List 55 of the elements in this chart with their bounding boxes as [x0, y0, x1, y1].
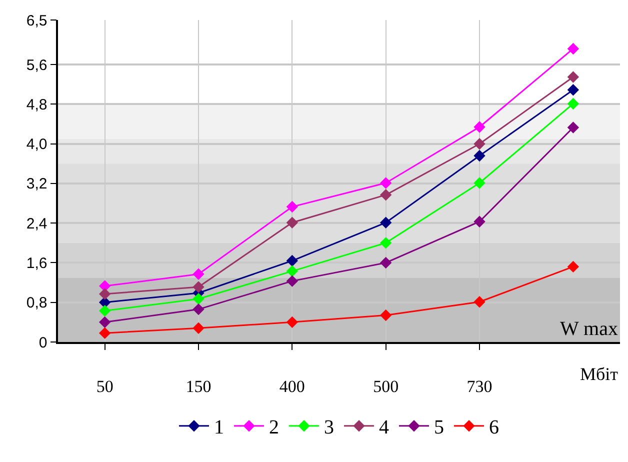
point [380, 216, 392, 228]
x-axis-title: Мбіт [580, 364, 618, 384]
point [98, 304, 111, 317]
x-tick-label: 730 [466, 377, 492, 396]
point [380, 256, 392, 269]
legend-label: 6 [489, 416, 499, 439]
y-tick-label: 4,0 [26, 136, 48, 154]
point [192, 322, 204, 334]
y-tick-label: 4,8 [26, 96, 48, 114]
y-tick-label: 1,6 [26, 254, 48, 272]
y-tick-label: 0 [38, 334, 48, 352]
x-tick-label: 400 [279, 377, 305, 396]
point [192, 281, 204, 293]
legend-label: 3 [324, 416, 334, 439]
legend-label: 1 [214, 416, 224, 439]
legend-label: 4 [379, 416, 389, 439]
point [98, 327, 111, 339]
point [380, 309, 392, 322]
point [567, 42, 580, 55]
point [567, 98, 580, 110]
point [98, 288, 111, 300]
point [567, 84, 580, 96]
point [380, 189, 392, 201]
point [474, 296, 486, 308]
y-tick-label: 6,5 [26, 12, 48, 30]
point [286, 216, 298, 228]
point [380, 237, 392, 249]
point [98, 316, 111, 328]
point [192, 268, 204, 280]
y-tick-label: 2,4 [26, 215, 48, 232]
point [567, 71, 580, 83]
point [286, 254, 298, 267]
point [474, 216, 486, 228]
point [474, 150, 486, 162]
point [286, 275, 298, 287]
x-tick-label: 50 [96, 377, 114, 396]
y-tick-label: 0,8 [26, 294, 48, 312]
x-tick-label: 150 [186, 377, 212, 396]
legend-label: 5 [434, 416, 444, 439]
y-tick-label: 3,2 [26, 176, 48, 193]
y-tick-label: 5,6 [26, 56, 48, 74]
point [474, 138, 486, 150]
band-label: W max [560, 318, 618, 340]
legend-label: 2 [269, 416, 279, 439]
x-tick-label: 500 [373, 377, 399, 396]
point [474, 121, 486, 133]
point [286, 265, 298, 278]
point [286, 200, 298, 213]
point [286, 316, 298, 328]
point [192, 293, 204, 305]
point [567, 260, 580, 273]
point [474, 177, 486, 189]
point [567, 122, 580, 134]
point [380, 177, 392, 189]
point [192, 303, 204, 316]
